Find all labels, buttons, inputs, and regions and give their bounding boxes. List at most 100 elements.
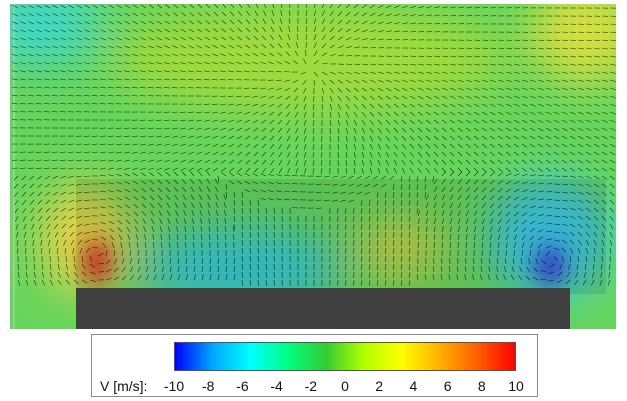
vector-arrow	[172, 167, 179, 171]
vector-arrow	[148, 135, 155, 138]
vector-arrow	[204, 127, 211, 131]
vector-arrow	[537, 63, 544, 66]
vector-arrow	[384, 255, 387, 263]
vector-arrow	[312, 143, 315, 150]
vector-arrow	[115, 95, 123, 97]
vector-arrow	[537, 103, 544, 107]
vector-arrow	[276, 174, 283, 177]
vector-arrow	[329, 111, 332, 118]
vector-arrow	[51, 103, 59, 105]
vector-arrow	[45, 207, 51, 213]
vector-arrow	[228, 44, 235, 49]
vector-arrow	[385, 87, 392, 92]
vector-arrow	[221, 172, 227, 177]
vector-arrow	[156, 70, 163, 73]
vector-arrow	[409, 14, 416, 17]
vector-arrow	[321, 95, 324, 102]
vector-arrow	[361, 167, 364, 174]
vector-arrow	[233, 266, 236, 273]
vector-arrow	[332, 183, 339, 186]
vector-arrow	[481, 55, 488, 58]
vector-arrow	[286, 119, 291, 126]
vector-arrow	[488, 266, 491, 273]
vector-arrow	[441, 151, 447, 157]
vector-arrow	[377, 30, 384, 33]
vector-arrow	[241, 271, 243, 279]
vector-arrow	[553, 55, 560, 58]
vector-arrow	[164, 151, 171, 155]
vector-arrow	[92, 78, 99, 81]
vector-arrow	[116, 53, 123, 57]
vector-arrow	[369, 95, 375, 100]
vector-arrow	[284, 182, 291, 185]
vector-arrow	[377, 4, 384, 9]
vector-arrow	[196, 45, 203, 49]
vector-arrow	[244, 127, 251, 132]
vector-arrow	[377, 255, 379, 263]
vector-arrow	[276, 87, 283, 91]
vector-arrow	[392, 231, 395, 238]
vector-arrow	[401, 71, 408, 74]
vector-arrow	[561, 95, 568, 99]
vector-arrow	[76, 207, 83, 211]
vector-arrow	[348, 175, 355, 179]
vector-arrow	[180, 53, 187, 57]
vector-arrow	[268, 103, 275, 108]
vector-arrow	[270, 167, 275, 174]
vector-arrow	[12, 54, 19, 57]
vector-arrow	[369, 215, 371, 223]
vector-arrow	[220, 36, 227, 41]
vector-arrow	[199, 194, 203, 201]
vector-arrow	[473, 179, 479, 185]
vector-arrow	[128, 242, 131, 249]
vector-arrow	[473, 226, 477, 233]
vector-arrow	[561, 247, 567, 253]
vector-arrow	[425, 14, 432, 17]
vector-arrow	[303, 103, 307, 110]
vector-arrow	[409, 31, 417, 33]
vector-arrow	[249, 271, 251, 279]
vector-arrow	[83, 103, 91, 105]
vector-arrow	[337, 36, 344, 41]
vector-arrow	[181, 12, 187, 17]
vector-arrow	[113, 267, 119, 273]
vector-arrow	[100, 222, 107, 225]
vector-arrow	[409, 5, 416, 9]
vector-arrow	[593, 263, 595, 271]
vector-arrow	[593, 111, 600, 115]
vector-arrow	[261, 151, 267, 157]
vector-arrow	[481, 87, 488, 91]
vector-arrow	[20, 21, 27, 25]
vector-arrow	[145, 241, 147, 249]
vector-arrow	[141, 188, 147, 193]
vector-arrow	[364, 191, 371, 195]
vector-arrow	[76, 199, 83, 202]
vector-arrow	[116, 70, 123, 73]
vector-arrow	[577, 135, 584, 140]
vector-arrow	[237, 36, 243, 41]
vector-arrow	[84, 70, 91, 73]
vector-arrow	[592, 271, 595, 278]
vector-arrow	[52, 29, 59, 33]
vector-arrow	[324, 191, 331, 194]
vector-arrow	[160, 234, 163, 241]
vector-arrow	[68, 70, 75, 73]
vector-arrow	[20, 5, 27, 9]
vector-arrow	[361, 63, 368, 66]
vector-arrow	[529, 159, 536, 164]
vector-arrow	[286, 42, 291, 49]
vector-arrow	[377, 159, 381, 166]
vector-arrow	[417, 135, 423, 141]
vector-arrow	[23, 231, 27, 238]
vector-arrow	[540, 269, 547, 273]
vector-arrow	[529, 151, 536, 156]
vector-arrow	[457, 15, 465, 17]
vector-arrow	[441, 226, 444, 233]
vector-arrow	[131, 95, 139, 97]
vector-arrow	[441, 143, 447, 149]
vector-arrow	[505, 242, 508, 249]
vector-arrow	[148, 12, 155, 17]
vector-arrow	[241, 263, 243, 271]
vector-arrow	[24, 239, 27, 246]
vector-arrow	[212, 70, 219, 73]
